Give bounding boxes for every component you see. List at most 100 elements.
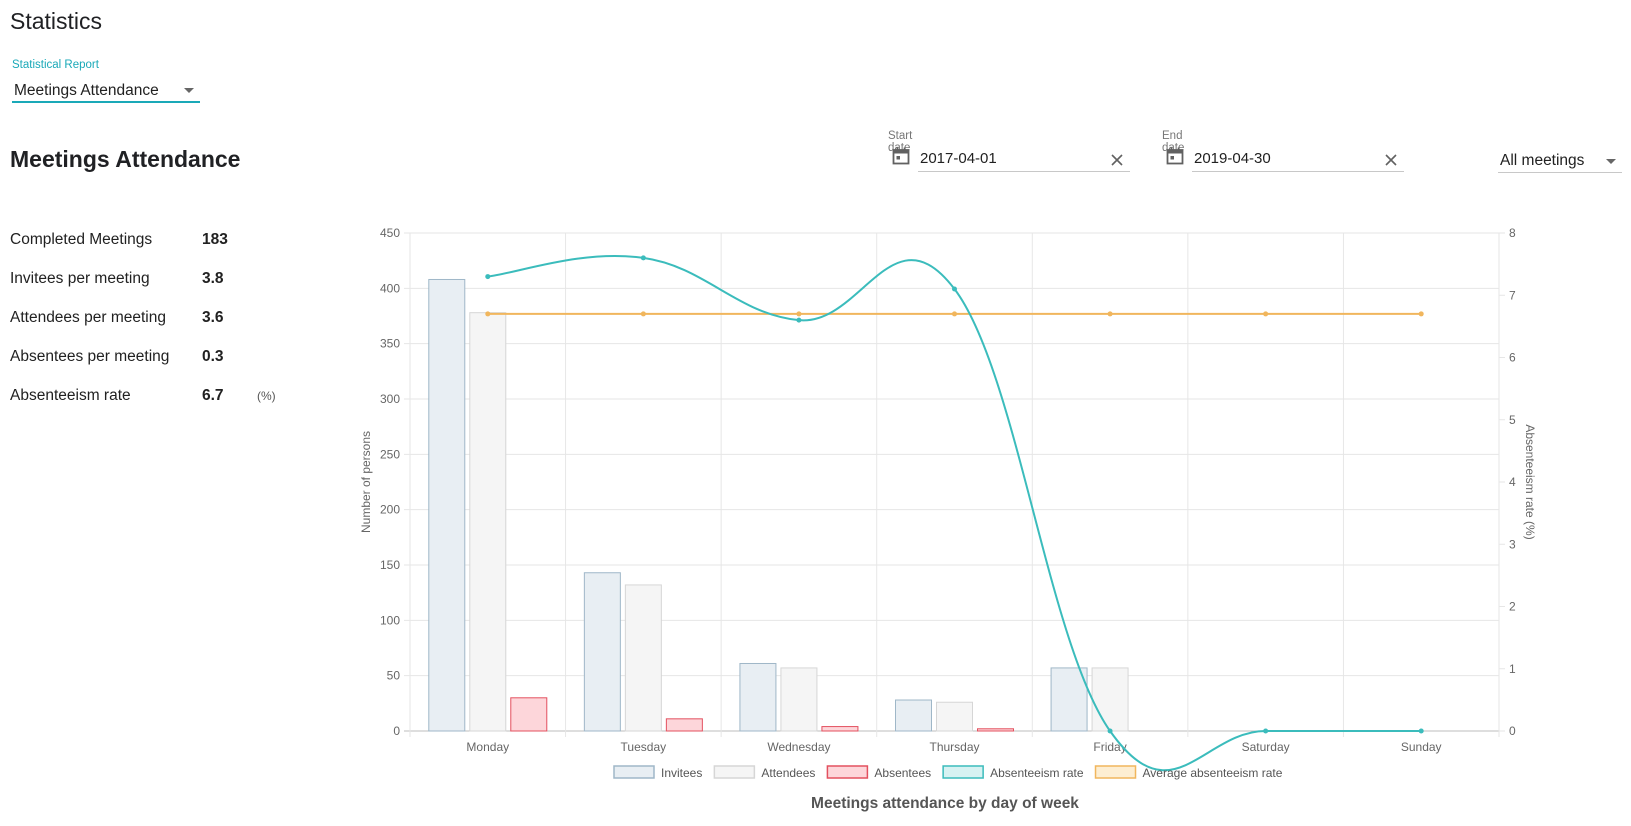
stat-value: 0.3 (202, 348, 224, 365)
report-selector[interactable]: Meetings Attendance (12, 80, 200, 103)
meetings-filter-select[interactable]: All meetings (1498, 146, 1622, 173)
meetings-filter-value: All meetings (1500, 152, 1585, 169)
y2-tick-label: 3 (1509, 537, 1516, 551)
x-tick-label: Wednesday (767, 740, 830, 754)
line-point (1263, 728, 1269, 734)
end-date-value: 2019-04-30 (1194, 150, 1271, 167)
y2-tick-label: 5 (1509, 413, 1516, 427)
line-point (1107, 311, 1113, 317)
line-point (1418, 311, 1424, 317)
y-tick-label: 100 (380, 613, 400, 627)
bar (739, 662, 777, 732)
stat-value: 3.8 (202, 270, 224, 287)
y2-tick-label: 1 (1509, 662, 1516, 676)
line-point (1107, 728, 1113, 734)
line-point (1418, 728, 1424, 734)
stat-label: Attendees per meeting (10, 309, 166, 326)
x-tick-label: Monday (466, 740, 509, 754)
legend-label: Absenteeism rate (990, 766, 1084, 780)
stat-completed-meetings: Completed Meetings 183 (10, 228, 310, 250)
line-point (1263, 311, 1269, 317)
legend-swatch (613, 765, 655, 779)
report-selector-label: Statistical Report (12, 59, 99, 71)
bar (821, 726, 859, 732)
stat-invitees-per-meeting: Invitees per meeting 3.8 (10, 267, 310, 289)
bar (665, 718, 703, 732)
y-tick-label: 400 (380, 281, 400, 295)
y-tick-label: 0 (393, 724, 400, 738)
bar (510, 697, 548, 732)
bar (1050, 667, 1088, 732)
stat-value: 3.6 (202, 309, 224, 326)
stat-value: 6.7 (202, 387, 224, 404)
y-tick-label: 200 (380, 503, 400, 517)
stat-label: Completed Meetings (10, 231, 153, 248)
start-date-value: 2017-04-01 (920, 150, 997, 167)
legend-swatch (942, 765, 984, 779)
stat-label: Absentees per meeting (10, 348, 170, 365)
legend-swatch (826, 765, 869, 779)
bar (624, 584, 662, 732)
y2-tick-label: 6 (1509, 351, 1516, 365)
line-point (796, 311, 802, 317)
stat-absenteeism-rate: Absenteeism rate 6.7 (%) (10, 384, 310, 406)
bar (977, 728, 1014, 732)
legend-label: Absentees (874, 766, 931, 780)
bar (583, 572, 621, 732)
calendar-icon[interactable] (892, 147, 910, 165)
x-tick-label: Thursday (929, 740, 979, 754)
report-selector-value: Meetings Attendance (14, 82, 159, 99)
x-tick-label: Sunday (1401, 740, 1442, 754)
page-title: Statistics (10, 8, 103, 34)
y-tick-label: 150 (380, 558, 400, 572)
chevron-down-icon (184, 88, 194, 93)
bar (1091, 667, 1129, 732)
line-point (485, 274, 491, 280)
y2-tick-label: 2 (1509, 600, 1516, 614)
bar (469, 312, 507, 732)
legend-swatch (713, 765, 756, 779)
bar (780, 667, 818, 732)
legend-label: Invitees (661, 766, 702, 780)
close-icon[interactable] (1110, 153, 1124, 167)
line-point (640, 311, 646, 317)
legend-label: Average absenteeism rate (1143, 766, 1283, 780)
chevron-down-icon (1606, 159, 1616, 164)
y-tick-label: 450 (380, 226, 400, 240)
line-point (796, 317, 802, 323)
stat-attendees-per-meeting: Attendees per meeting 3.6 (10, 306, 310, 328)
stat-value: 183 (202, 231, 228, 248)
x-tick-label: Tuesday (621, 740, 667, 754)
start-date-input[interactable]: 2017-04-01 (918, 149, 1130, 172)
y2-tick-label: 0 (1509, 724, 1516, 738)
line-point (485, 311, 491, 317)
y2-tick-label: 4 (1509, 475, 1516, 489)
legend-label: Attendees (761, 766, 815, 780)
stat-label: Absenteeism rate (10, 387, 131, 404)
chart-title: Meetings attendance by day of week (811, 795, 1079, 812)
y2-tick-label: 8 (1509, 226, 1516, 240)
stat-unit: (%) (257, 389, 276, 403)
y-tick-label: 300 (380, 392, 400, 406)
legend-swatch (1094, 765, 1137, 779)
line-point (952, 311, 957, 317)
section-title: Meetings Attendance (10, 146, 241, 172)
y-tick-label: 250 (380, 447, 400, 461)
bar (895, 699, 932, 732)
y2-tick-label: 7 (1509, 288, 1516, 302)
bar (428, 278, 466, 732)
calendar-icon[interactable] (1166, 147, 1184, 165)
close-icon[interactable] (1384, 153, 1398, 167)
line-point (952, 286, 957, 292)
series-line (487, 254, 1422, 772)
stat-absentees-per-meeting: Absentees per meeting 0.3 (10, 345, 310, 367)
line-point (640, 255, 646, 261)
y-axis-title: Number of persons (359, 431, 373, 533)
y-tick-label: 50 (387, 669, 401, 683)
end-date-input[interactable]: 2019-04-30 (1192, 149, 1404, 172)
x-tick-label: Saturday (1242, 740, 1290, 754)
bar (936, 701, 973, 732)
stat-label: Invitees per meeting (10, 270, 150, 287)
y-tick-label: 350 (380, 337, 400, 351)
